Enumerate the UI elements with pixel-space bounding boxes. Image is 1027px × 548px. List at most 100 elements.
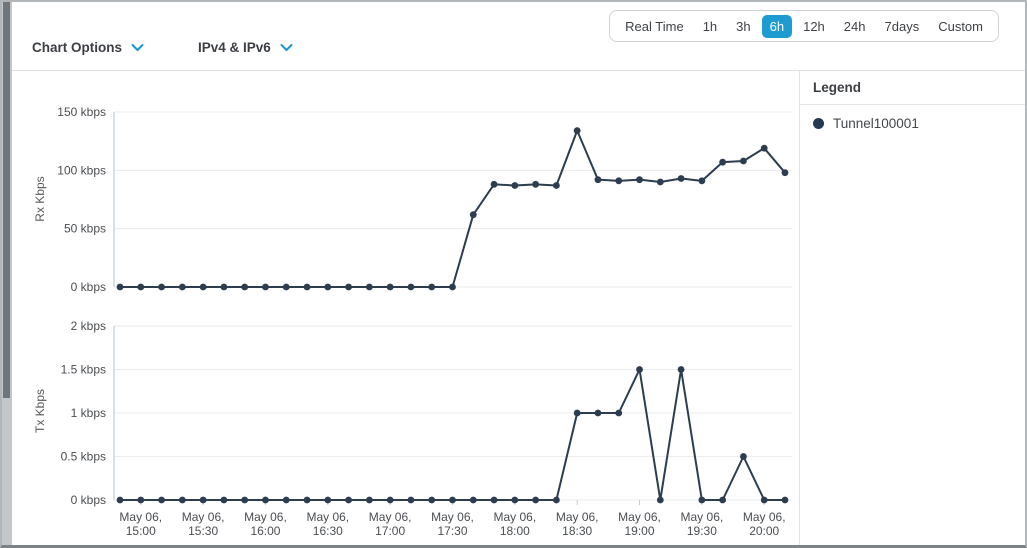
- data-point[interactable]: [656, 178, 664, 186]
- data-point[interactable]: [636, 366, 643, 373]
- vertical-scrollbar[interactable]: [2, 2, 12, 545]
- data-point[interactable]: [677, 175, 685, 182]
- data-point[interactable]: [158, 496, 165, 504]
- data-point[interactable]: [469, 211, 477, 219]
- data-point[interactable]: [386, 283, 394, 291]
- data-point[interactable]: [282, 283, 290, 291]
- x-tick-time: 18:30: [562, 524, 592, 538]
- time-range-24h[interactable]: 24h: [843, 18, 866, 34]
- data-point[interactable]: [449, 496, 456, 504]
- data-point[interactable]: [345, 496, 352, 504]
- time-range-7days[interactable]: 7days: [884, 18, 920, 34]
- time-range-3h[interactable]: 3h: [736, 18, 751, 34]
- data-point[interactable]: [636, 176, 643, 184]
- data-point[interactable]: [324, 283, 332, 291]
- data-point[interactable]: [137, 283, 145, 291]
- data-point[interactable]: [781, 496, 789, 504]
- data-point[interactable]: [469, 496, 477, 504]
- data-point[interactable]: [532, 496, 540, 504]
- rx-traffic-chart[interactable]: 150 kbps 100 kbps 50 kbps 0 kbps: [2, 70, 799, 312]
- data-point[interactable]: [220, 283, 228, 291]
- data-point[interactable]: [282, 496, 290, 504]
- x-tick-date: May 06,: [182, 510, 225, 524]
- data-point[interactable]: [345, 283, 352, 291]
- data-point[interactable]: [386, 496, 394, 504]
- data-point[interactable]: [615, 409, 623, 417]
- data-point[interactable]: [740, 453, 747, 460]
- data-point[interactable]: [719, 158, 727, 166]
- data-point[interactable]: [760, 496, 768, 504]
- data-point[interactable]: [303, 496, 311, 504]
- chart-toolbar: Chart Options IPv4 & IPv6 Real Time 1h 3h 6…: [2, 2, 1025, 70]
- time-range-12h[interactable]: 12h: [803, 18, 825, 34]
- time-range-6h[interactable]: 6h: [761, 14, 793, 38]
- data-point[interactable]: [116, 283, 124, 291]
- time-range-real-time[interactable]: Real Time: [625, 18, 684, 34]
- data-point[interactable]: [428, 283, 436, 291]
- time-range-1h[interactable]: 1h: [702, 18, 718, 34]
- data-point[interactable]: [158, 283, 165, 291]
- x-tick-time: 17:00: [375, 524, 405, 538]
- data-point[interactable]: [698, 496, 706, 504]
- y-tick-label: 0 kbps: [71, 280, 106, 294]
- data-point[interactable]: [178, 496, 186, 504]
- data-point[interactable]: [553, 496, 560, 504]
- data-point[interactable]: [615, 177, 623, 185]
- data-point[interactable]: [324, 496, 332, 504]
- data-point[interactable]: [220, 496, 228, 504]
- data-point[interactable]: [199, 283, 207, 291]
- time-range-custom[interactable]: Custom: [938, 18, 983, 34]
- x-tick-date: May 06,: [369, 510, 412, 524]
- data-point[interactable]: [594, 409, 602, 417]
- data-point[interactable]: [241, 283, 249, 291]
- x-tick-date: May 06,: [493, 510, 536, 524]
- data-point[interactable]: [719, 496, 727, 504]
- y-tick-label: 100 kbps: [57, 163, 106, 177]
- data-point[interactable]: [781, 169, 789, 177]
- data-point[interactable]: [241, 496, 249, 504]
- data-point[interactable]: [698, 177, 706, 185]
- chart-options-dropdown[interactable]: Chart Options: [32, 40, 144, 55]
- data-point[interactable]: [511, 496, 519, 504]
- data-point[interactable]: [365, 283, 373, 291]
- data-point[interactable]: [178, 283, 186, 291]
- data-point[interactable]: [553, 182, 560, 189]
- data-point[interactable]: [740, 157, 747, 165]
- data-point[interactable]: [365, 496, 373, 504]
- data-point[interactable]: [760, 144, 768, 152]
- legend-item[interactable]: Tunnel100001: [800, 105, 1025, 131]
- x-tick-time: 18:00: [500, 524, 530, 538]
- data-point[interactable]: [262, 283, 269, 291]
- data-point[interactable]: [407, 496, 415, 504]
- data-point[interactable]: [262, 496, 269, 504]
- y-tick-label: 50 kbps: [64, 222, 106, 236]
- x-tick-date: May 06,: [556, 510, 599, 524]
- data-point[interactable]: [511, 182, 519, 189]
- data-point[interactable]: [594, 176, 602, 184]
- legend-series-dot: [813, 118, 824, 129]
- data-point[interactable]: [677, 366, 685, 373]
- x-tick-time: 20:00: [749, 524, 779, 538]
- data-point[interactable]: [532, 180, 540, 188]
- y-tick-label: 2 kbps: [71, 319, 106, 333]
- data-point[interactable]: [303, 283, 311, 291]
- x-tick-time: 15:30: [188, 524, 218, 538]
- y-tick-label: 1 kbps: [71, 406, 106, 420]
- legend-items: Tunnel100001: [800, 105, 1025, 131]
- data-point[interactable]: [449, 283, 456, 291]
- data-point[interactable]: [573, 127, 581, 135]
- scrollbar-thumb[interactable]: [3, 2, 10, 399]
- data-point[interactable]: [490, 496, 498, 504]
- data-point[interactable]: [116, 496, 124, 504]
- data-point[interactable]: [573, 409, 581, 417]
- data-point[interactable]: [428, 496, 436, 504]
- data-point[interactable]: [199, 496, 207, 504]
- data-point[interactable]: [656, 496, 664, 504]
- data-point[interactable]: [407, 283, 415, 291]
- data-point[interactable]: [490, 180, 498, 188]
- data-point[interactable]: [137, 496, 145, 504]
- tx-traffic-chart[interactable]: 2 kbps 1.5 kbps 1 kbps 0.5 kbps 0 kbps May 06…: [2, 312, 799, 548]
- x-tick-date: May 06,: [119, 510, 162, 524]
- x-tick-date: May 06,: [681, 510, 724, 524]
- ip-version-dropdown[interactable]: IPv4 & IPv6: [198, 40, 293, 55]
